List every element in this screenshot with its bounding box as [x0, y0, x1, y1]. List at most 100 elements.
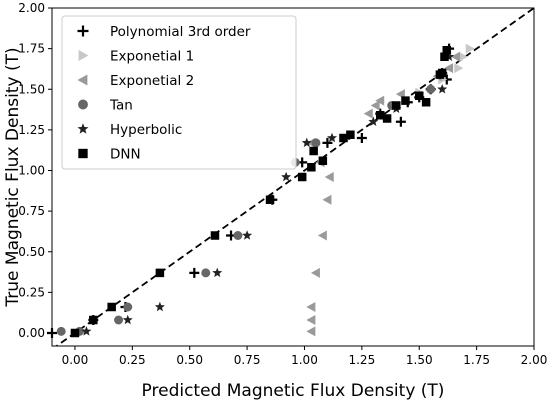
- y-tick-label: 2.00: [18, 1, 45, 15]
- data-point: [233, 231, 243, 240]
- data-point: [309, 146, 318, 156]
- data-point: [437, 84, 448, 94]
- data-point: [297, 172, 307, 182]
- data-point: [306, 326, 316, 337]
- data-point: [437, 68, 447, 78]
- data-point: [306, 302, 316, 312]
- data-point: [368, 116, 379, 126]
- y-tick-label: 0.00: [18, 326, 45, 340]
- x-tick-label: 1.25: [348, 353, 375, 367]
- legend-marker: [77, 123, 89, 134]
- data-point: [426, 84, 436, 94]
- data-point: [122, 314, 133, 325]
- legend-label: Polynomial 3rd order: [110, 24, 251, 40]
- legend-marker: [78, 148, 88, 159]
- x-tick-label: 0.00: [62, 353, 89, 367]
- data-point: [311, 138, 321, 148]
- series-2: [306, 51, 460, 337]
- legend-entry: Exponetial 2: [77, 73, 194, 89]
- legend-marker: [77, 25, 89, 37]
- data-point: [440, 52, 449, 61]
- data-point: [395, 116, 406, 127]
- data-point: [114, 315, 124, 325]
- data-point: [401, 96, 410, 105]
- y-tick-label: 0.25: [18, 285, 45, 299]
- data-point: [212, 267, 223, 278]
- data-point: [414, 91, 424, 100]
- legend-box: [61, 15, 297, 170]
- data-point: [306, 315, 316, 325]
- legend-label: Exponetial 2: [110, 73, 194, 89]
- legend-entry: DNN: [78, 147, 141, 163]
- data-point: [444, 63, 454, 74]
- plot-area: [47, 8, 534, 346]
- data-point: [201, 268, 211, 278]
- x-tick-label: 1.75: [463, 353, 490, 367]
- legend-label: Exponetial 1: [110, 49, 194, 65]
- legend-label: DNN: [110, 147, 141, 163]
- y-tick-label: 1.00: [18, 164, 45, 178]
- axes: 0.00 0.25 0.50 0.75 1.00 1.25 1.50 1.75 2.00 0.00…: [18, 1, 547, 367]
- y-tick-label: 0.50: [18, 245, 45, 259]
- data-point: [454, 63, 464, 74]
- x-tick-label: 1.50: [406, 353, 433, 367]
- y-tick-label: 1.75: [18, 42, 45, 56]
- data-point: [444, 51, 455, 61]
- data-point: [382, 114, 392, 123]
- x-tick-label: 0.75: [234, 353, 261, 367]
- data-point: [81, 326, 92, 336]
- data-point: [318, 156, 328, 165]
- data-point: [465, 43, 475, 54]
- data-point: [123, 302, 133, 312]
- legend-label: Tan: [109, 98, 133, 114]
- data-point: [375, 95, 385, 106]
- data-point: [155, 268, 165, 278]
- data-point: [310, 267, 320, 278]
- legend-marker: [77, 74, 88, 86]
- y-axis-label: True Magnetic Flux Density (T): [3, 47, 23, 307]
- data-point: [189, 267, 200, 278]
- series-3: [56, 84, 436, 336]
- data-point: [442, 46, 452, 55]
- data-point: [281, 171, 292, 182]
- data-point: [370, 100, 380, 111]
- data-point: [301, 137, 312, 148]
- data-point: [56, 326, 66, 336]
- x-axis-label: Predicted Magnetic Flux Density (T): [142, 381, 445, 401]
- data-point: [346, 130, 355, 139]
- data-point: [317, 230, 327, 241]
- data-point: [363, 108, 373, 119]
- data-point: [322, 137, 333, 148]
- data-point: [324, 172, 334, 182]
- y-tick-label: 1.25: [18, 123, 45, 137]
- legend-entry: Polynomial 3rd order: [77, 24, 251, 40]
- data-point: [154, 301, 165, 312]
- plot-frame: [51, 7, 535, 347]
- data-point: [458, 51, 468, 62]
- data-point: [89, 315, 98, 325]
- x-tick-label: 1.00: [291, 353, 318, 367]
- data-point: [307, 163, 316, 172]
- data-point: [356, 133, 367, 143]
- legend: Polynomial 3rd order Exponetial 1 Exponeti…: [61, 15, 297, 170]
- data-point: [242, 230, 253, 240]
- y-tick-label: 0.75: [18, 204, 45, 218]
- data-point: [265, 195, 275, 204]
- data-point: [450, 51, 460, 62]
- x-tick-label: 0.50: [176, 353, 203, 367]
- data-point: [107, 302, 116, 312]
- legend-entry: Tan: [78, 98, 133, 114]
- legend-entry: Hyperbolic: [77, 122, 182, 138]
- legend-entry: Exponetial 1: [78, 49, 194, 65]
- data-point: [421, 98, 431, 107]
- data-point: [210, 231, 220, 240]
- legend-label: Hyperbolic: [110, 122, 182, 138]
- data-point: [392, 101, 401, 110]
- data-point: [322, 194, 332, 205]
- legend-marker: [78, 99, 88, 110]
- x-tick-label: 2.00: [521, 353, 548, 367]
- data-point: [327, 132, 338, 143]
- legend-marker: [78, 50, 89, 61]
- data-point: [339, 133, 348, 143]
